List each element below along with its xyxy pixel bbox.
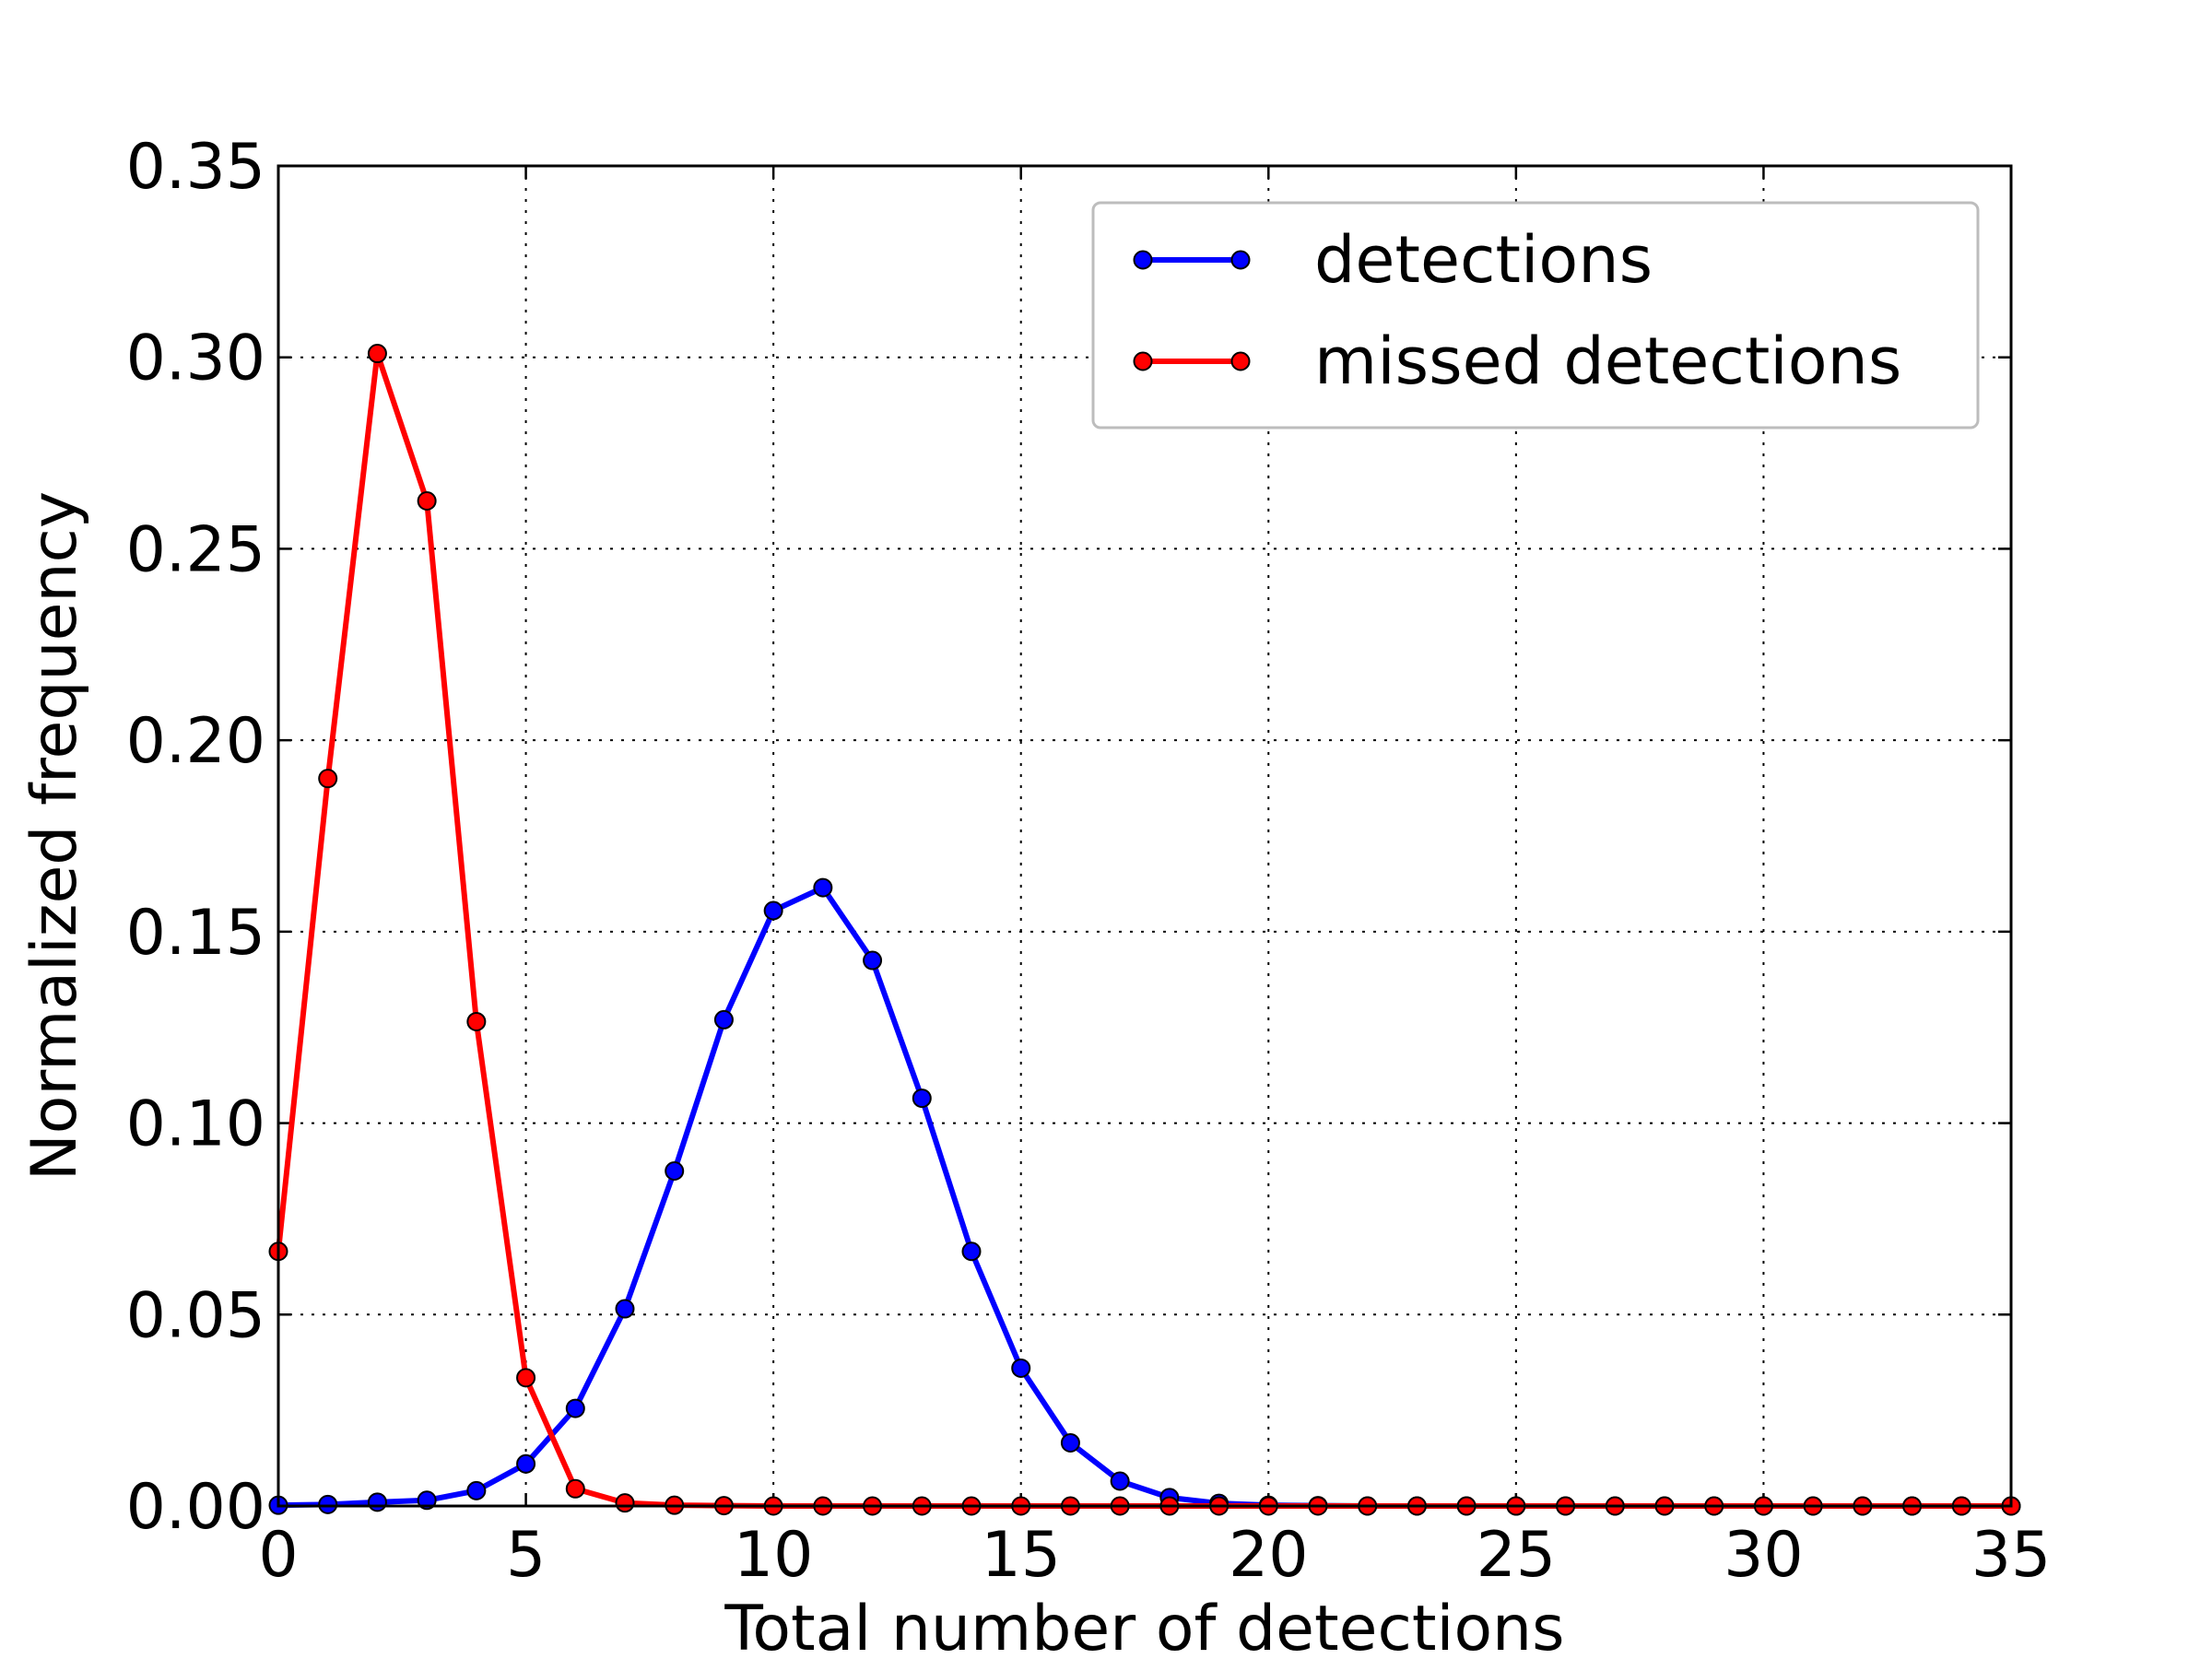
data-point [1110,1471,1130,1491]
y-tick-label: 0.10 [126,1088,265,1161]
data-point [516,1368,536,1388]
data-point [912,1088,932,1109]
data-point [367,344,387,364]
y-tick-label: 0.20 [126,705,265,778]
data-point [813,877,833,898]
data-point [565,1398,585,1418]
legend-marker [1133,250,1153,270]
legend-entry: detections [1133,222,1653,298]
data-point [615,1299,635,1319]
data-point [466,1480,487,1500]
data-point [417,491,437,511]
legend: detections missed detections [1091,201,1980,429]
legend-entry: missed detections [1133,324,1901,399]
tick-labels: 0 5 10 15 20 25 30 35 0.00 0.05 0.10 0.15 0.20 0.25 0.… [126,131,2052,1592]
y-tick-label: 0.00 [126,1471,265,1544]
legend-marker [1133,351,1153,371]
y-tick-label: 0.15 [126,897,265,970]
legend-box [1091,201,1980,429]
y-axis-label: Normalized frequency [18,491,91,1181]
x-tick-label: 25 [1477,1519,1557,1592]
x-tick-label: 30 [1724,1519,1804,1592]
data-point [318,769,338,789]
data-point [565,1478,585,1499]
y-tick-label: 0.35 [126,131,265,204]
data-point [1011,1358,1031,1378]
y-tick-label: 0.25 [126,513,265,586]
x-tick-label: 5 [506,1519,546,1592]
x-tick-label: 20 [1229,1519,1309,1592]
x-tick-label: 35 [1971,1519,2052,1592]
data-point [367,1492,387,1512]
data-point [1060,1432,1080,1453]
legend-label: missed detections [1314,324,1901,399]
plot-frame [276,164,2013,1508]
y-tick-label: 0.05 [126,1279,265,1352]
x-tick-label: 0 [258,1519,298,1592]
legend-label: detections [1314,222,1653,298]
data-point [665,1161,685,1181]
data-point [516,1453,536,1474]
legend-marker [1230,351,1251,371]
x-tick-label: 10 [734,1519,814,1592]
data-point [318,1494,338,1514]
x-axis-label: Total number of detections [724,1593,1564,1659]
legend-marker [1230,250,1251,270]
data-point [763,900,783,921]
data-point [615,1493,635,1513]
y-tick-label: 0.30 [126,323,265,395]
data-point [863,950,883,971]
data-point [961,1241,982,1262]
data-point [466,1011,487,1031]
data-point [713,1009,734,1030]
x-tick-label: 15 [981,1519,1061,1592]
